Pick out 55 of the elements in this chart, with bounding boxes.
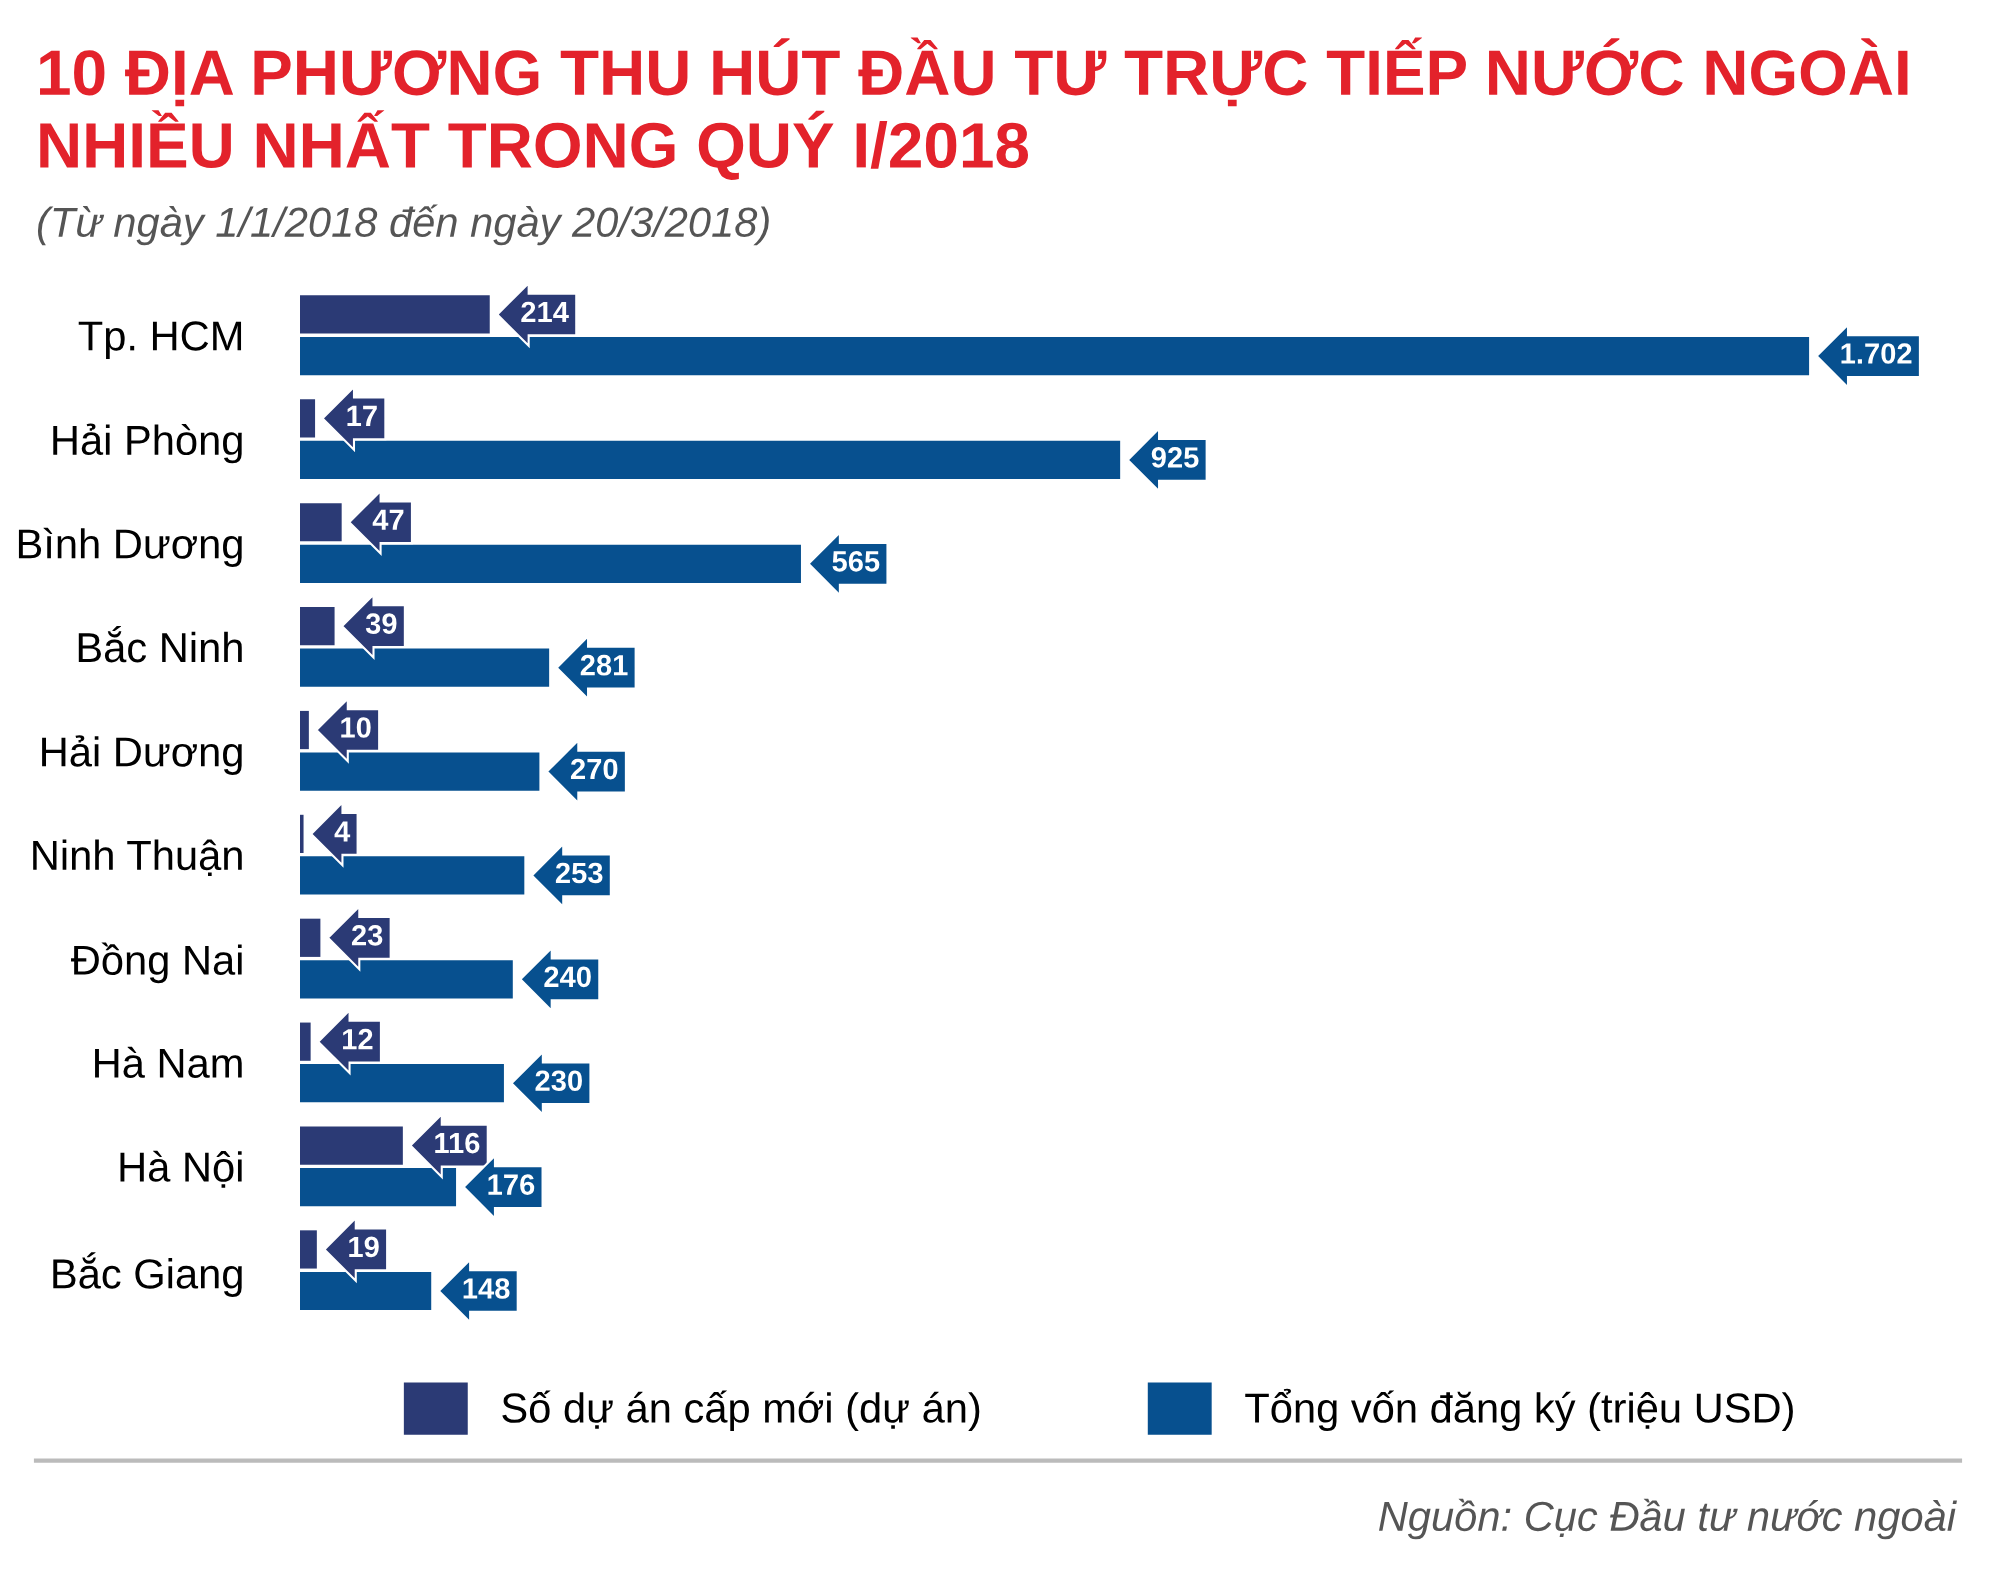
data-label: 39 (365, 613, 397, 635)
data-label: 116 (435, 1132, 480, 1154)
bar (300, 399, 316, 438)
y-tick-label: Hải Dương (42, 735, 242, 775)
bar (300, 440, 1121, 480)
data-label: 214 (521, 301, 569, 323)
data-label: 925 (1151, 447, 1199, 468)
text: Nguồn: Cục Đầu tư nước ngoài (1379, 1498, 1957, 1540)
legend-label: Số dự án cấp mới (dự án) (502, 1390, 980, 1432)
bar (300, 648, 550, 687)
data-label: 240 (544, 966, 591, 988)
y-tick-label: Hà Nội (120, 1150, 242, 1188)
bar (300, 752, 540, 791)
bar (300, 1230, 317, 1269)
data-label: 253 (555, 862, 603, 884)
data-label: 270 (570, 758, 618, 780)
bar (300, 1271, 432, 1311)
bar (300, 1064, 504, 1103)
bar (300, 710, 309, 750)
y-tick-label: Đồng Nai (71, 942, 242, 984)
bar (300, 336, 1810, 376)
bar (300, 1126, 403, 1165)
y-tick-label: Tp. HCM (78, 321, 242, 360)
y-tick-label: Hải Phòng (53, 423, 242, 464)
bar (300, 544, 801, 583)
bar (300, 814, 304, 854)
y-tick-label: Ninh Thuận (33, 839, 242, 877)
bar (300, 295, 490, 334)
data-label: 17 (347, 405, 377, 426)
data-label: 176 (488, 1174, 535, 1195)
y-tick-label: Bắc Giang (53, 1252, 242, 1297)
data-label: 19 (349, 1236, 379, 1258)
data-label: 1.702 (1841, 343, 1912, 364)
bar (300, 856, 525, 895)
y-tick-label: Bình Dương (18, 527, 242, 568)
bar (300, 960, 513, 999)
legend-label: Tổng vốn đăng ký (triệu USD) (1245, 1388, 1793, 1432)
data-label: 281 (580, 654, 628, 676)
y-tick-label: Hà Nam (95, 1046, 242, 1078)
data-label: 12 (343, 1028, 373, 1050)
data-label: 4 (334, 821, 351, 842)
bar (300, 503, 342, 542)
bar (300, 607, 335, 646)
data-label: 230 (535, 1070, 582, 1092)
data-label: 148 (463, 1278, 510, 1299)
data-label: 23 (351, 924, 383, 946)
chart-subtitle: (Từ ngày 1/1/2018 đến ngày 20/3/2018) (37, 204, 769, 246)
bar (300, 918, 321, 957)
data-label: 47 (372, 509, 404, 530)
data-label: 10 (341, 717, 371, 738)
data-label: 565 (832, 550, 880, 572)
bar (300, 1168, 457, 1207)
chart-title: 10 ĐỊA PHƯƠNG THU HÚT ĐẦU TƯ TRỰC TIẾP NƯỚC NGOÀI NHIỀU NHẤT TRONG QUÝ I/2018 (40, 37, 1908, 180)
y-tick-label: Bắc Ninh (78, 625, 242, 663)
bar (300, 1022, 311, 1061)
